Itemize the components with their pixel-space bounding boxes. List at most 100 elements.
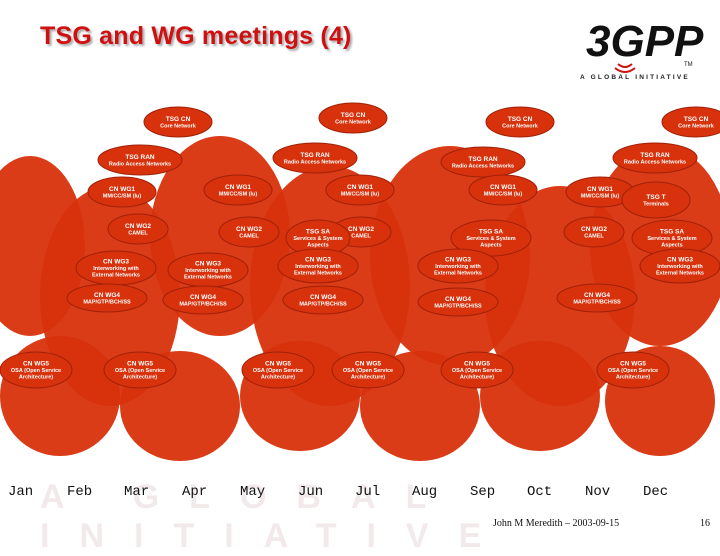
meeting-label: TSG SA — [479, 229, 504, 236]
month-label-jul: Jul — [355, 484, 381, 500]
meeting-label: External Networks — [294, 271, 342, 277]
meeting-label: OSA (Open Service — [115, 368, 165, 374]
meeting-label: Interworking with — [657, 264, 703, 270]
meeting-label: Radio Access Networks — [624, 159, 686, 165]
meeting-label: CAMEL — [584, 233, 604, 239]
meeting-label: MAP/GTP/BCH/SS — [83, 299, 131, 305]
meeting-label: CN WG5 — [23, 361, 49, 368]
meeting-ellipse — [162, 285, 244, 315]
meeting-ellipse — [0, 351, 73, 389]
meeting-label: CN WG3 — [305, 257, 331, 264]
meeting-label: CN WG2 — [125, 223, 151, 230]
meeting-ellipse — [596, 351, 670, 389]
month-label-may: May — [240, 484, 266, 500]
meeting-ellipse — [661, 106, 720, 138]
meeting-ellipse — [331, 351, 405, 389]
meeting-label: CN WG4 — [94, 292, 120, 299]
meeting-label: MM/CC/SM (lu) — [341, 191, 380, 197]
meeting-ellipse — [440, 351, 514, 389]
meeting-label: CN WG3 — [667, 257, 693, 264]
meeting-ellipse — [218, 216, 280, 248]
meeting-label: Architecture) — [261, 375, 295, 381]
meeting-label: TSG RAN — [300, 152, 330, 159]
month-label-aug: Aug — [412, 484, 438, 500]
meeting-label: CN WG1 — [490, 184, 516, 191]
meeting-ellipse — [318, 102, 388, 134]
meeting-label: CAMEL — [351, 233, 371, 239]
meeting-ellipse — [143, 106, 213, 138]
month-label-nov: Nov — [585, 484, 611, 500]
meeting-label: TSG CN — [166, 116, 191, 123]
meeting-label: MAP/GTP/BCH/SS — [573, 299, 621, 305]
meeting-label: Architecture) — [123, 375, 157, 381]
meeting-label: TSG RAN — [640, 152, 670, 159]
meeting-label: CN WG5 — [265, 361, 291, 368]
meeting-label: TSG SA — [660, 229, 685, 236]
meeting-ellipse — [277, 248, 359, 284]
meeting-ellipse — [639, 248, 720, 284]
meeting-label: External Networks — [434, 271, 482, 277]
svg-text:TM: TM — [684, 62, 693, 68]
meeting-label: TSG SA — [306, 229, 331, 236]
meeting-label: Services & System — [293, 236, 342, 242]
meeting-ellipse — [563, 216, 625, 248]
meeting-label: CN WG5 — [620, 361, 646, 368]
meeting-ellipse — [272, 142, 358, 174]
meeting-label: Aspects — [307, 243, 328, 249]
meeting-label: Core Network — [335, 119, 372, 125]
meeting-ellipse — [107, 213, 169, 245]
slide-title: TSG and WG meetings (4) — [40, 22, 352, 50]
meeting-label: TSG CN — [508, 116, 533, 123]
meeting-label: Interworking with — [435, 264, 481, 270]
meeting-label: MAP/GTP/BCH/SS — [299, 301, 347, 307]
meeting-ellipse — [417, 248, 499, 284]
meeting-label: TSG RAN — [125, 154, 155, 161]
meeting-label: CN WG3 — [195, 261, 221, 268]
meeting-label: OSA (Open Service — [343, 368, 393, 374]
meeting-ellipse — [612, 142, 698, 174]
meeting-label: Core Network — [160, 123, 197, 129]
meeting-ellipse — [87, 176, 157, 208]
meeting-label: Radio Access Networks — [284, 159, 346, 165]
meeting-ellipse — [66, 283, 148, 313]
meeting-ellipse — [440, 146, 526, 178]
month-label-sep: Sep — [470, 484, 496, 500]
meeting-ellipse — [282, 285, 364, 315]
meeting-label: Architecture) — [616, 375, 650, 381]
3gpp-logo: 3GPP TM — [578, 6, 708, 86]
meeting-ellipse — [417, 287, 499, 317]
meeting-label: OSA (Open Service — [452, 368, 502, 374]
meeting-label: CAMEL — [128, 230, 148, 236]
meeting-label: CAMEL — [239, 233, 259, 239]
meeting-label: Services & System — [647, 236, 696, 242]
meeting-ellipse — [325, 174, 395, 206]
meeting-label: OSA (Open Service — [253, 368, 303, 374]
meeting-label: TSG RAN — [468, 156, 498, 163]
meeting-label: CN WG5 — [355, 361, 381, 368]
month-label-feb: Feb — [67, 484, 93, 500]
meeting-diagram: TSG CN Core Network TSG CN Core Network TSG … — [0, 96, 720, 476]
meeting-label: CN WG1 — [347, 184, 373, 191]
meeting-label: CN WG1 — [587, 186, 613, 193]
meeting-label: MM/CC/SM (lu) — [484, 191, 523, 197]
meeting-label: CN WG2 — [236, 226, 262, 233]
meeting-label: Radio Access Networks — [109, 161, 171, 167]
meeting-label: MM/CC/SM (lu) — [581, 193, 620, 199]
